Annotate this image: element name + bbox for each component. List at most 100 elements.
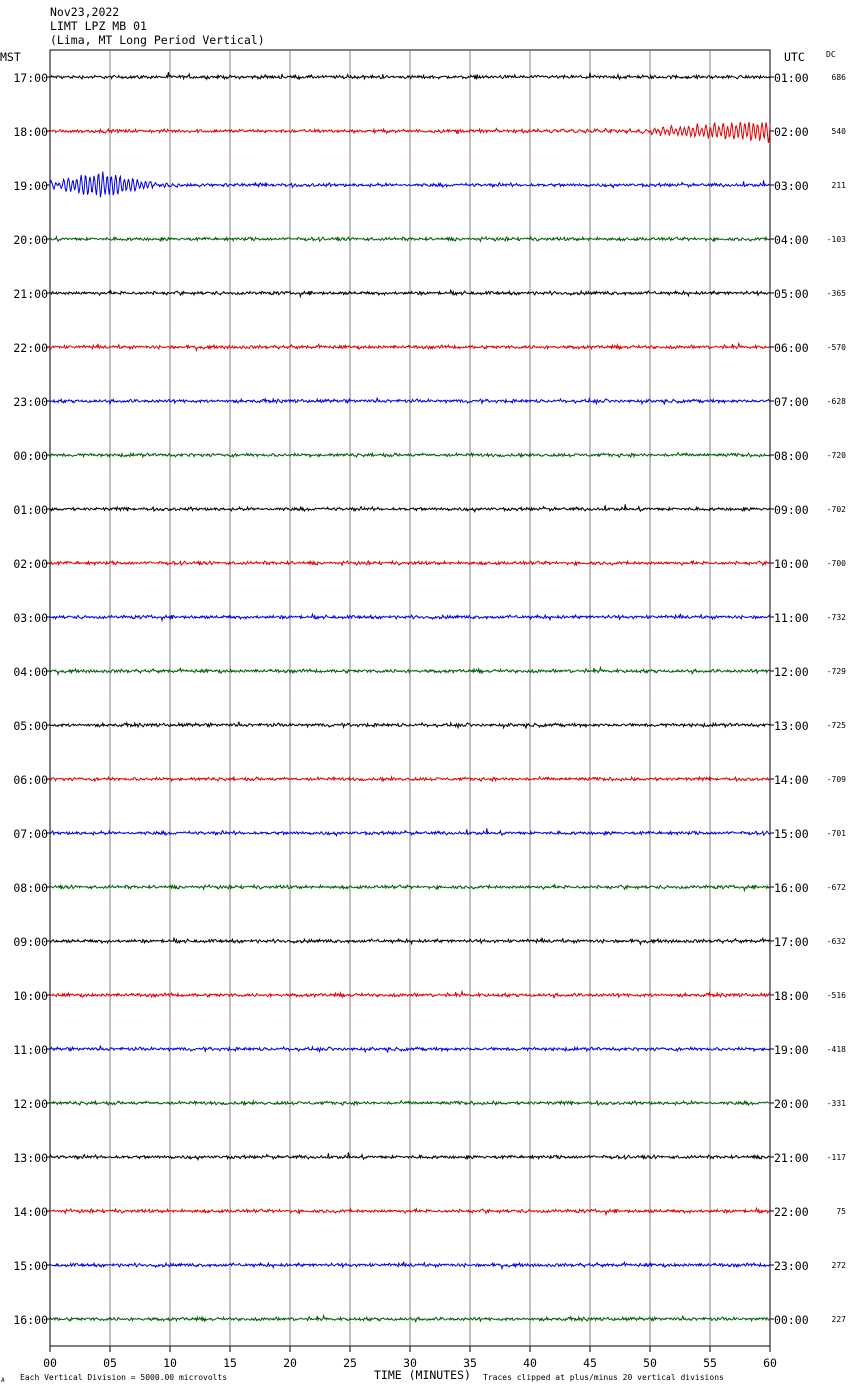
vertical-division-note: Each Vertical Division = 5000.00 microvo… [20,1373,227,1382]
trace-row-1400 [50,1206,771,1217]
trace-row-2300 [49,397,771,406]
trace-row-0200 [49,559,771,567]
mst-hour-label: 12:00 [13,1097,48,1111]
dc-offset-value: -418 [827,1045,846,1054]
x-tick-label-55: 55 [703,1356,717,1370]
dc-offset-value: -702 [827,505,846,514]
trace-row-0000 [49,451,771,459]
utc-hour-label: 00:00 [774,1313,809,1327]
utc-hour-label: 17:00 [774,935,809,949]
dc-offset-value: -725 [827,721,846,730]
trace-row-0500 [49,721,771,730]
mst-hour-label: 15:00 [13,1259,48,1273]
trace-row-2200 [49,341,771,353]
mst-hour-label: 22:00 [13,341,48,355]
trace-row-1300 [49,1152,771,1162]
x-tick-label-40: 40 [523,1356,537,1370]
utc-hour-label: 07:00 [774,395,809,409]
trace-row-1700 [49,72,771,81]
trace-row-1000 [49,989,771,999]
x-tick-label-10: 10 [163,1356,177,1370]
dc-offset-value: -632 [827,937,846,946]
dc-offset-value: 75 [836,1207,846,1216]
utc-hour-label: 01:00 [774,71,809,85]
mst-axis-label: MST [0,50,21,64]
x-axis-title: TIME (MINUTES) [374,1368,471,1382]
utc-hour-label: 04:00 [774,233,809,247]
trace-row-2000 [49,235,770,243]
mst-hour-label: 09:00 [13,935,48,949]
plot-date: Nov23,2022 [50,5,120,19]
trace-row-1800 [49,121,771,143]
x-tick-label-15: 15 [223,1356,237,1370]
dc-offset-value: -365 [827,289,846,298]
dc-offset-value: -672 [827,883,846,892]
dc-offset-value: -701 [827,829,846,838]
mst-hour-label: 20:00 [13,233,48,247]
mst-hour-label: 00:00 [13,449,48,463]
trace-row-0800 [49,883,771,893]
utc-hour-label: 05:00 [774,287,809,301]
x-tick-label-30: 30 [403,1356,417,1370]
utc-hour-label: 12:00 [774,665,809,679]
mst-hour-label: 21:00 [13,287,48,301]
utc-hour-label: 08:00 [774,449,809,463]
utc-hour-label: 03:00 [774,179,809,193]
mst-hour-label: 06:00 [13,773,48,787]
x-tick-label-25: 25 [343,1356,357,1370]
trace-row-1900 [49,171,771,198]
dc-offset-value: -117 [827,1153,846,1162]
mst-hour-label: 19:00 [13,179,48,193]
x-tick-label-00: 00 [43,1356,57,1370]
dc-column-label: DC [826,50,836,59]
mst-hour-label: 05:00 [13,719,48,733]
station-location: (Lima, MT Long Period Vertical) [50,33,265,47]
mst-hour-label: 04:00 [13,665,48,679]
mst-hour-label: 13:00 [13,1151,48,1165]
trace-row-0600 [49,775,771,783]
mst-hour-label: 01:00 [13,503,48,517]
utc-hour-label: 10:00 [774,557,809,571]
utc-hour-label: 15:00 [774,827,809,841]
x-tick-label-60: 60 [763,1356,777,1370]
utc-hour-label: 09:00 [774,503,809,517]
utc-hour-label: 20:00 [774,1097,809,1111]
mst-hour-label: 18:00 [13,125,48,139]
x-tick-label-35: 35 [463,1356,477,1370]
dc-offset-value: -570 [827,343,846,352]
mst-hour-label: 14:00 [13,1205,48,1219]
utc-hour-label: 02:00 [774,125,809,139]
utc-hour-label: 19:00 [774,1043,809,1057]
trace-row-0900 [49,936,771,947]
trace-row-0700 [49,828,771,838]
dc-offset-value: -331 [827,1099,846,1108]
x-tick-label-05: 05 [103,1356,117,1370]
utc-axis-label: UTC [784,50,805,64]
trace-row-1500 [49,1261,771,1271]
trace-row-0400 [49,665,771,677]
utc-hour-label: 16:00 [774,881,809,895]
dc-offset-value: -729 [827,667,846,676]
utc-hour-label: 06:00 [774,341,809,355]
dc-offset-value: -103 [827,235,846,244]
mst-hour-label: 08:00 [13,881,48,895]
trace-row-2100 [49,288,771,299]
dc-offset-value: 211 [832,181,847,190]
utc-hour-label: 11:00 [774,611,809,625]
dc-offset-value: 540 [832,127,847,136]
mst-hour-label: 11:00 [13,1043,48,1057]
utc-hour-label: 13:00 [774,719,809,733]
trace-row-1600 [49,1313,771,1323]
dc-offset-value: -700 [827,559,846,568]
x-tick-label-45: 45 [583,1356,597,1370]
mst-hour-label: 23:00 [13,395,48,409]
dc-offset-value: -628 [827,397,846,406]
dc-offset-value: -516 [827,991,846,1000]
mst-hour-label: 10:00 [13,989,48,1003]
dc-offset-value: -720 [827,451,846,460]
utc-hour-label: 22:00 [774,1205,809,1219]
dc-offset-value: 686 [832,73,847,82]
utc-hour-label: 23:00 [774,1259,809,1273]
dc-offset-value: 227 [832,1315,847,1324]
